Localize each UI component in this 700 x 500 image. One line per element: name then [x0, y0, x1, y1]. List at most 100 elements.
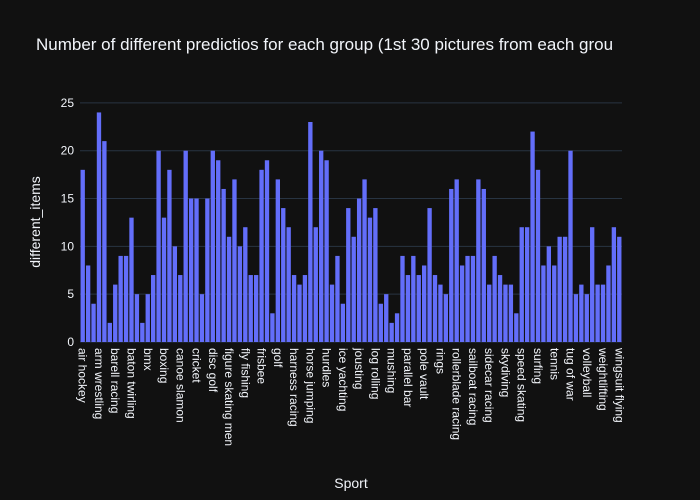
bar [459, 265, 465, 342]
bar [449, 188, 454, 342]
bar [454, 179, 459, 342]
bar [600, 284, 606, 342]
bar [367, 217, 373, 342]
y-tick-label: 20 [61, 144, 75, 158]
bar [226, 236, 232, 342]
x-tick-label: jousting [352, 347, 366, 389]
chart-title: Number of different predictios for each … [36, 35, 613, 54]
y-tick-label: 25 [61, 96, 75, 110]
bar [259, 169, 264, 342]
bar [389, 322, 394, 342]
x-tick-label: ice yachting [336, 348, 350, 411]
bar [216, 160, 221, 342]
bar [264, 160, 270, 342]
y-tick-label: 10 [61, 239, 75, 253]
bar [476, 179, 481, 342]
y-tick-label: 15 [61, 192, 75, 206]
bar [438, 284, 443, 342]
bar [286, 227, 291, 342]
bar [281, 208, 286, 342]
x-tick-label: golf [271, 348, 285, 368]
bar [80, 169, 85, 342]
bar [302, 275, 308, 342]
bar [546, 246, 551, 342]
x-tick-label: canoe slamon [173, 348, 187, 423]
bar [129, 217, 134, 342]
bar [617, 236, 622, 342]
y-axis-label: different_items [27, 176, 43, 268]
bar [221, 188, 226, 342]
bar [113, 284, 118, 342]
x-tick-label: mushing [385, 348, 399, 393]
bar [519, 227, 524, 342]
x-tick-label: hurdles [320, 348, 334, 387]
bar [297, 284, 302, 342]
bar [562, 236, 568, 342]
bar [411, 255, 416, 342]
x-tick-label: wingsuit flying [612, 347, 626, 423]
bar [237, 246, 243, 342]
x-tick-label: disc golf [206, 348, 220, 393]
bar [270, 313, 275, 342]
bar [140, 322, 145, 342]
bar [253, 275, 259, 342]
x-tick-label: fly fishing [238, 348, 252, 398]
bar [275, 179, 280, 342]
bar [313, 227, 318, 342]
bar [308, 122, 313, 342]
x-tick-label: baton twirling [124, 348, 138, 419]
x-tick-label: weightlifting [596, 347, 610, 411]
x-tick-label: surfing [531, 348, 545, 384]
x-tick-label: tug of war [564, 348, 578, 401]
bar [340, 303, 346, 342]
bar [362, 179, 367, 342]
bar [178, 275, 183, 342]
bar [156, 150, 161, 342]
bar [91, 303, 96, 342]
bar [427, 208, 432, 342]
bar [579, 284, 584, 342]
bar [335, 255, 340, 342]
bar [400, 255, 405, 342]
bar [96, 112, 102, 342]
bar [497, 275, 503, 342]
bar [405, 275, 411, 342]
x-tick-label: volleyball [580, 348, 594, 397]
bar [118, 255, 123, 342]
bar [443, 294, 449, 342]
x-tick-label: sailboat racing [466, 348, 480, 425]
bar [394, 313, 400, 342]
bar [384, 294, 389, 342]
bar [481, 188, 486, 342]
bar [416, 275, 421, 342]
bar [541, 265, 546, 342]
bar [590, 227, 595, 342]
bar [503, 284, 508, 342]
bar [210, 150, 215, 342]
bar [102, 141, 107, 342]
bar [595, 284, 600, 342]
bar [470, 255, 476, 342]
bar [508, 284, 514, 342]
x-tick-label: parallel bar [401, 348, 415, 407]
bar [530, 131, 535, 342]
bar [373, 208, 378, 342]
bar [85, 265, 91, 342]
bar [552, 265, 557, 342]
bar [205, 198, 210, 342]
x-tick-label: sidecar racing [482, 348, 496, 423]
bar [351, 236, 356, 342]
bar [291, 275, 297, 342]
bar [167, 169, 172, 342]
bar [573, 294, 579, 342]
x-tick-label: skydiving [498, 348, 512, 397]
bar [492, 255, 497, 342]
bar [557, 236, 562, 342]
bar [161, 217, 167, 342]
x-tick-label: bmx [141, 348, 155, 371]
x-tick-label: figure skating men [222, 348, 236, 446]
bar [324, 160, 329, 342]
x-tick-label: tennis [547, 348, 561, 380]
bar [183, 150, 188, 342]
bar [568, 150, 573, 342]
